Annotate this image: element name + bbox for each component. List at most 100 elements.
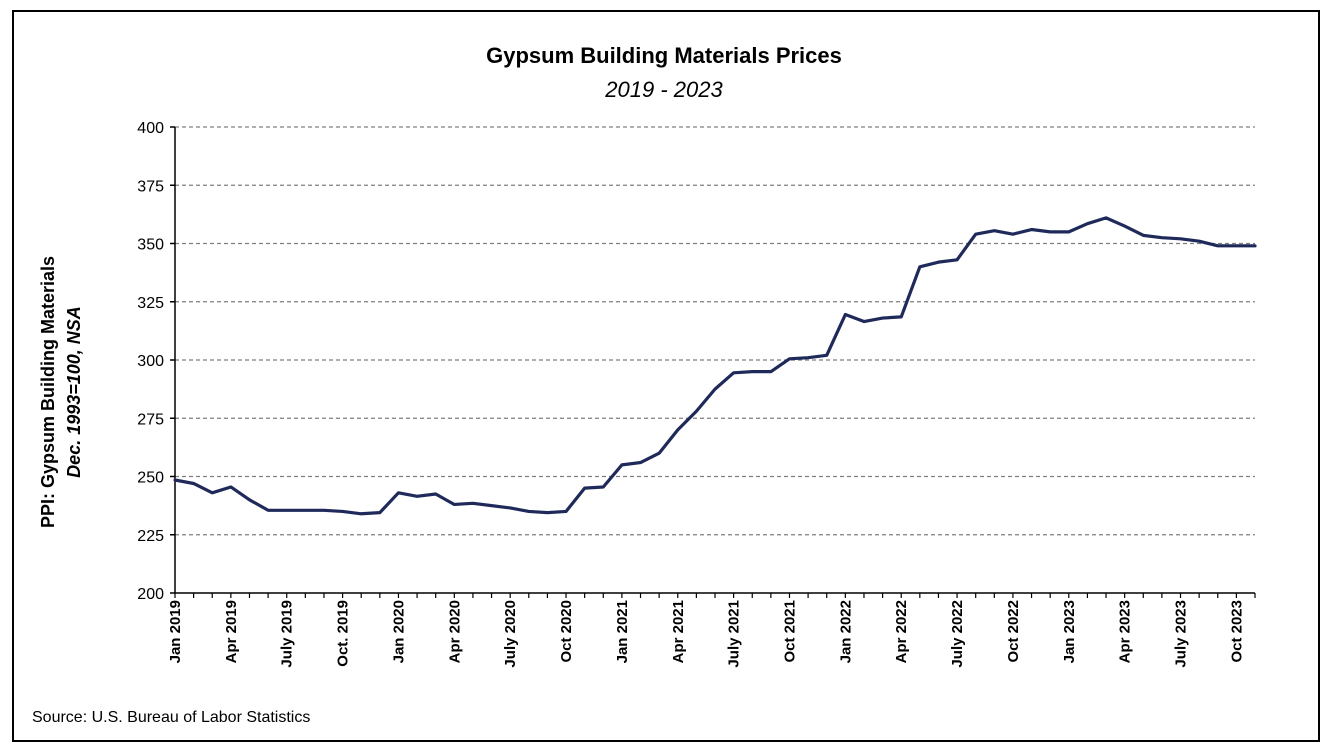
data-point bbox=[192, 482, 195, 485]
data-point bbox=[453, 503, 456, 506]
x-tick-label: Jan 2022 bbox=[837, 600, 854, 663]
data-point bbox=[415, 495, 419, 498]
x-tick-label: Jan 2021 bbox=[614, 600, 631, 663]
data-point bbox=[751, 370, 754, 373]
y-tick-label: 225 bbox=[137, 528, 164, 545]
data-point bbox=[341, 510, 344, 513]
data-point bbox=[695, 410, 698, 413]
data-point bbox=[508, 506, 512, 510]
x-tick-label: Oct 2021 bbox=[781, 600, 798, 663]
y-tick-label: 300 bbox=[137, 353, 164, 370]
x-tick-label: Apr 2023 bbox=[1117, 600, 1134, 663]
data-point bbox=[806, 356, 810, 359]
data-point bbox=[248, 498, 251, 501]
x-tick-label: Oct. 2019 bbox=[335, 600, 352, 667]
y-tick-label: 350 bbox=[137, 237, 164, 254]
data-point bbox=[1160, 236, 1164, 239]
data-point bbox=[620, 463, 624, 467]
data-point bbox=[881, 316, 884, 320]
series-layer bbox=[173, 216, 1257, 516]
y-tick-label: 325 bbox=[137, 295, 164, 312]
x-tick-label: Jan 2019 bbox=[167, 600, 184, 663]
x-tick-label: July 2023 bbox=[1173, 600, 1190, 668]
data-point bbox=[564, 510, 568, 513]
y-tick-label: 275 bbox=[137, 411, 164, 428]
x-tick-label: July 2021 bbox=[726, 600, 743, 668]
x-tick-label: Apr 2021 bbox=[670, 600, 687, 663]
data-point bbox=[1197, 239, 1201, 243]
gridlines bbox=[175, 126, 1255, 536]
y-tick-label: 400 bbox=[137, 120, 164, 137]
x-tick-label: July 2019 bbox=[279, 600, 296, 668]
data-point bbox=[1011, 232, 1015, 236]
data-point bbox=[993, 229, 996, 232]
data-point bbox=[1142, 234, 1145, 237]
data-point bbox=[788, 357, 791, 361]
x-tick-label: Apr 2020 bbox=[446, 600, 463, 663]
data-point bbox=[211, 491, 214, 495]
data-point bbox=[1104, 216, 1108, 220]
data-point bbox=[955, 258, 959, 262]
x-tick-label: Oct 2023 bbox=[1228, 600, 1245, 663]
data-point bbox=[397, 491, 400, 495]
data-point bbox=[304, 509, 307, 512]
data-point bbox=[434, 492, 437, 496]
data-point bbox=[862, 320, 866, 323]
data-point bbox=[657, 452, 661, 455]
data-point bbox=[1030, 228, 1033, 231]
y-tick-label: 375 bbox=[137, 178, 164, 195]
data-point bbox=[937, 260, 940, 264]
y-axis-ticks: 200 225 250 275 300 325 350 375 400 bbox=[137, 120, 175, 603]
y-axis-sublabel: Dec. 1993=100, NSA bbox=[64, 306, 84, 478]
data-point bbox=[900, 315, 903, 319]
data-point bbox=[490, 504, 493, 507]
data-point bbox=[378, 511, 382, 514]
x-axis-ticks: Jan 2019 Apr 2019 July 2019 Oct. 2019 Jan 20… bbox=[167, 593, 1256, 668]
data-point bbox=[825, 354, 828, 357]
data-point bbox=[676, 428, 679, 432]
y-tick-label: 200 bbox=[137, 586, 164, 603]
data-point bbox=[1235, 244, 1238, 248]
data-point bbox=[713, 387, 717, 391]
x-tick-label: Oct 2022 bbox=[1005, 600, 1022, 663]
data-point bbox=[918, 265, 922, 268]
data-point bbox=[527, 510, 530, 513]
data-point bbox=[1179, 237, 1182, 241]
data-point bbox=[1067, 230, 1070, 234]
y-tick-label: 250 bbox=[137, 470, 164, 487]
x-tick-label: July 2020 bbox=[502, 600, 519, 668]
data-point bbox=[639, 461, 642, 464]
data-point bbox=[173, 478, 177, 482]
data-point bbox=[732, 371, 735, 375]
x-tick-label: Apr 2019 bbox=[223, 600, 240, 663]
source-note: Source: U.S. Bureau of Labor Statistics bbox=[32, 709, 310, 726]
data-point bbox=[769, 370, 773, 373]
data-point bbox=[974, 232, 977, 236]
chart-frame bbox=[12, 10, 1320, 742]
data-point bbox=[546, 511, 549, 514]
data-point bbox=[583, 486, 586, 490]
x-tick-label: Apr 2022 bbox=[893, 600, 910, 663]
chart-title: Gypsum Building Materials Prices bbox=[486, 43, 842, 68]
data-point bbox=[360, 512, 363, 515]
data-point bbox=[1123, 224, 1126, 228]
x-tick-label: Jan 2020 bbox=[390, 600, 407, 663]
data-point bbox=[1253, 244, 1257, 248]
data-point bbox=[266, 509, 270, 512]
data-point bbox=[844, 313, 847, 316]
data-point bbox=[229, 485, 233, 489]
data-point bbox=[471, 502, 475, 505]
x-tick-label: July 2022 bbox=[949, 600, 966, 668]
data-point bbox=[1048, 230, 1052, 234]
data-point bbox=[1216, 244, 1219, 248]
x-tick-label: Oct 2020 bbox=[558, 600, 575, 663]
y-axis-label: PPI: Gypsum Building Materials bbox=[38, 256, 58, 528]
data-point bbox=[602, 485, 605, 489]
data-point bbox=[1086, 222, 1089, 225]
x-tick-label: Jan 2023 bbox=[1061, 600, 1078, 663]
series-line bbox=[173, 216, 1257, 516]
data-point bbox=[322, 509, 326, 512]
chart-subtitle: 2019 - 2023 bbox=[604, 77, 723, 102]
data-point bbox=[285, 509, 288, 512]
